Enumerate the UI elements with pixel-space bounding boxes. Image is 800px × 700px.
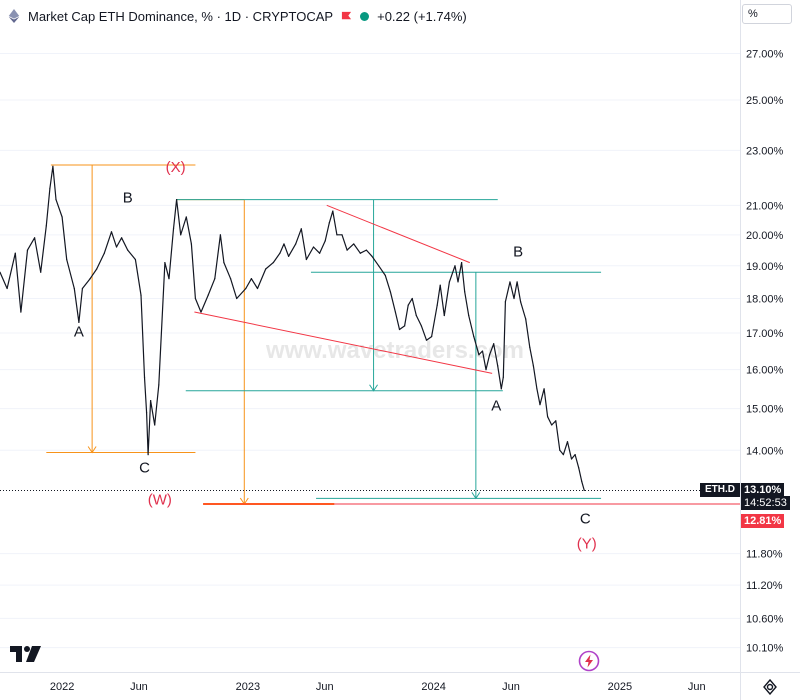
wave-label: C bbox=[580, 511, 591, 528]
green-dot-icon bbox=[360, 11, 370, 21]
y-tick-label: 27.00% bbox=[746, 49, 784, 61]
y-tick-label: 11.80% bbox=[746, 549, 783, 561]
watermark-text: www.wavetraders.com bbox=[265, 337, 524, 364]
teal-arrow-head bbox=[369, 384, 378, 392]
level-price-tag: 12.81% bbox=[741, 513, 785, 528]
y-tick-label: 18.00% bbox=[746, 293, 784, 305]
y-tick-label: 20.00% bbox=[746, 230, 784, 242]
tradingview-logo-icon[interactable] bbox=[10, 644, 42, 664]
red-trend-line bbox=[194, 311, 493, 374]
y-tick-label: 17.00% bbox=[746, 328, 784, 340]
y-tick-label: 11.20% bbox=[746, 580, 783, 592]
y-tick-label: 25.00% bbox=[746, 95, 784, 107]
x-tick-label: Jun bbox=[688, 681, 706, 693]
orange-arrow-head bbox=[87, 446, 97, 454]
x-tick-label: Jun bbox=[316, 681, 334, 693]
y-tick-label: 16.00% bbox=[746, 365, 784, 377]
red-trend-line bbox=[326, 204, 470, 264]
x-tick-label: 2023 bbox=[236, 681, 260, 693]
countdown-tag: 14:52:53 bbox=[741, 496, 790, 511]
chart-title[interactable]: Market Cap ETH Dominance, % · 1D · CRYPT… bbox=[28, 8, 334, 24]
price-series-line bbox=[0, 165, 585, 491]
x-tick-label: Jun bbox=[130, 681, 148, 693]
y-tick-label: 10.60% bbox=[746, 613, 784, 625]
y-tick-label: 21.00% bbox=[746, 200, 784, 212]
y-tick-label: 15.00% bbox=[746, 404, 784, 416]
teal-arrow-head bbox=[471, 492, 481, 500]
red-flag-icon[interactable] bbox=[341, 11, 352, 22]
wave-label: A bbox=[491, 398, 501, 415]
current-price-tag: 13.10% bbox=[741, 483, 785, 498]
y-tick-label: 10.10% bbox=[746, 643, 784, 655]
wave-label: B bbox=[513, 243, 523, 260]
wave-label: (W) bbox=[148, 491, 172, 508]
ethereum-diamond-icon bbox=[8, 9, 20, 23]
wave-label: (X) bbox=[166, 159, 186, 176]
price-change: +0.22 (+1.74%) bbox=[377, 8, 467, 24]
axis-unit-toggle[interactable]: % bbox=[742, 4, 792, 24]
x-tick-label: 2025 bbox=[608, 681, 632, 693]
wave-label: B bbox=[123, 189, 133, 206]
x-tick-label: Jun bbox=[502, 681, 520, 693]
y-tick-label: 23.00% bbox=[746, 145, 784, 157]
wave-label: A bbox=[74, 324, 84, 341]
chart-header: Market Cap ETH Dominance, % · 1D · CRYPT… bbox=[8, 6, 467, 26]
x-tick-label: 2022 bbox=[50, 681, 74, 693]
gear-icon[interactable] bbox=[762, 679, 778, 695]
wave-label: C bbox=[139, 459, 150, 476]
y-tick-label: 14.00% bbox=[746, 445, 784, 457]
wave-label: (Y) bbox=[577, 535, 597, 552]
symbol-tag: ETH.D bbox=[700, 483, 740, 498]
y-tick-label: 19.00% bbox=[746, 261, 784, 273]
lightning-bolt-icon[interactable] bbox=[578, 650, 600, 672]
x-tick-label: 2024 bbox=[421, 681, 445, 693]
